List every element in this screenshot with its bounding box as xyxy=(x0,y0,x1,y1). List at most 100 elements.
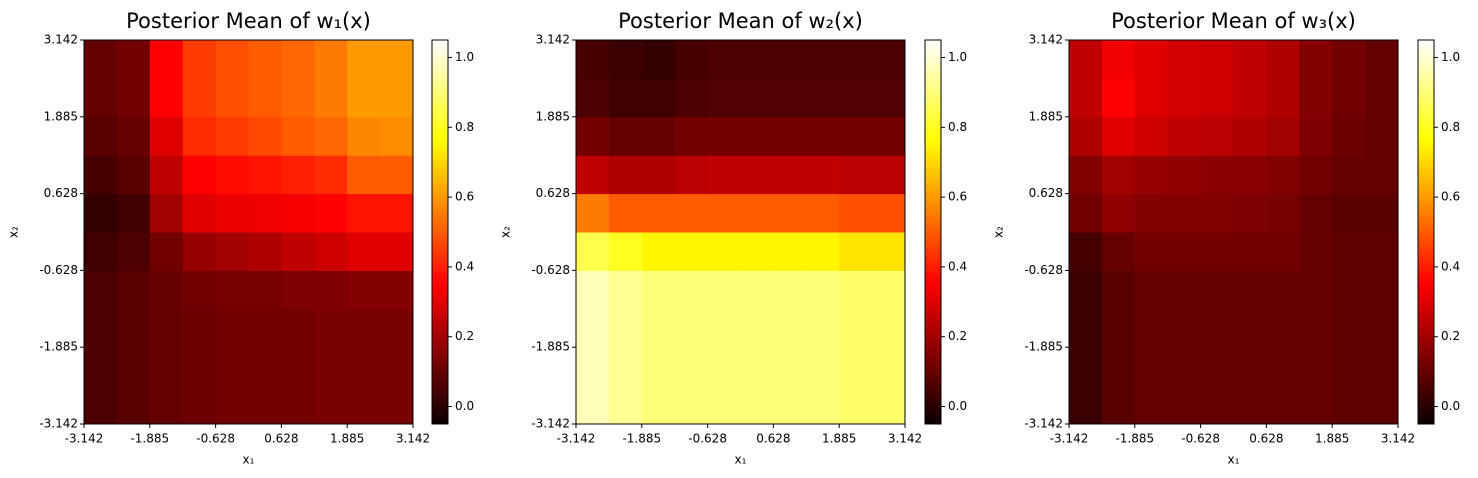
heat-cell xyxy=(116,270,151,310)
heat-cell xyxy=(773,40,807,79)
heat-cell xyxy=(773,232,807,271)
x-tick-label: 3.142 xyxy=(396,432,430,446)
y-tick-label: 0.628 xyxy=(1029,186,1063,200)
heat-cell xyxy=(347,347,381,387)
heat-cell xyxy=(872,155,906,195)
heat-cell xyxy=(839,155,873,195)
heat-cell xyxy=(1299,155,1333,195)
heat-cell xyxy=(1332,308,1366,348)
heat-cell xyxy=(116,40,151,79)
x-tick-label: 3.142 xyxy=(1381,432,1415,446)
heat-cell xyxy=(248,308,282,348)
heat-cell xyxy=(1266,193,1300,233)
heat-cell xyxy=(707,78,741,118)
heat-cell xyxy=(380,116,414,156)
heat-cell xyxy=(380,385,414,425)
heat-cell xyxy=(215,347,249,387)
heat-cell xyxy=(215,270,249,310)
heat-cell xyxy=(215,232,249,271)
heat-cell xyxy=(773,78,807,118)
heat-cell xyxy=(1069,308,1103,348)
heat-cell xyxy=(281,193,315,233)
heat-cell xyxy=(773,270,807,310)
heat-cell xyxy=(740,78,774,118)
heat-cell xyxy=(1069,40,1103,79)
heat-cell xyxy=(116,193,151,233)
heat-cell xyxy=(347,232,381,271)
y-tick-label: -1.885 xyxy=(1024,340,1063,354)
colorbar xyxy=(431,39,449,425)
heat-cell xyxy=(314,232,348,271)
heat-cell xyxy=(1266,78,1300,118)
heat-cell xyxy=(872,78,906,118)
heat-cell xyxy=(1365,78,1399,118)
heat-cell xyxy=(84,193,118,233)
colorbar-tick-label: 0.6 xyxy=(1441,190,1460,204)
heat-cell xyxy=(182,78,217,118)
heat-cell xyxy=(839,40,873,79)
heat-cell xyxy=(182,385,217,425)
heat-cell xyxy=(1200,385,1234,425)
colorbar-tick-label: 0.0 xyxy=(1441,399,1460,413)
heat-cell xyxy=(1200,155,1234,195)
heat-cell xyxy=(1266,385,1300,425)
heat-cell xyxy=(1200,116,1234,156)
heat-cell xyxy=(1200,40,1234,79)
heat-cell xyxy=(380,308,414,348)
heat-cell xyxy=(347,385,381,425)
heat-cell xyxy=(116,155,151,195)
heat-cell xyxy=(1332,347,1366,387)
heat-cell xyxy=(84,385,118,425)
y-axis-label: x₂ xyxy=(7,226,21,238)
heat-cell xyxy=(872,116,906,156)
heat-cell xyxy=(806,193,840,233)
heat-cell xyxy=(1134,347,1169,387)
x-tick-label: -0.628 xyxy=(196,432,235,446)
y-tick-label: -3.142 xyxy=(531,417,570,431)
heat-cell xyxy=(1069,78,1103,118)
heat-cell xyxy=(707,232,741,271)
heat-cell xyxy=(773,385,807,425)
x-tick-label: 0.628 xyxy=(264,432,298,446)
heat-cell xyxy=(380,270,414,310)
heat-cell xyxy=(1365,270,1399,310)
heat-cell xyxy=(641,385,676,425)
heat-cell xyxy=(1167,193,1202,233)
heat-cell xyxy=(1101,116,1136,156)
heat-cell xyxy=(576,232,610,271)
heat-cell xyxy=(608,232,643,271)
heat-cell xyxy=(149,155,184,195)
heat-cell xyxy=(773,347,807,387)
heat-cell xyxy=(576,347,610,387)
x-tick-label: 0.628 xyxy=(1249,432,1283,446)
heat-cell xyxy=(806,270,840,310)
plot-frame xyxy=(83,39,414,425)
heat-cell xyxy=(380,347,414,387)
heat-cell xyxy=(215,193,249,233)
colorbar-tick-label: 0.0 xyxy=(948,399,967,413)
heat-cell xyxy=(1200,270,1234,310)
heat-cell xyxy=(1365,308,1399,348)
x-axis-label: x₁ xyxy=(243,453,255,467)
x-tick-label: -1.885 xyxy=(130,432,169,446)
heat-cell xyxy=(84,347,118,387)
heat-cell xyxy=(182,347,217,387)
y-tick-label: 1.885 xyxy=(1029,109,1063,123)
heat-cell xyxy=(248,78,282,118)
heat-cell xyxy=(116,308,151,348)
y-tick-label: 1.885 xyxy=(44,109,78,123)
x-tick-label: 1.885 xyxy=(330,432,364,446)
heat-cell xyxy=(1167,308,1202,348)
heat-cell xyxy=(1299,116,1333,156)
heat-cell xyxy=(1332,232,1366,271)
heat-cell xyxy=(314,40,348,79)
heat-cell xyxy=(84,116,118,156)
colorbar-tick-label: 0.8 xyxy=(948,120,967,134)
heat-cell xyxy=(281,155,315,195)
heat-cell xyxy=(1233,155,1267,195)
heat-cell xyxy=(281,116,315,156)
heat-cell xyxy=(215,155,249,195)
heat-cell xyxy=(1365,40,1399,79)
colorbar-tick-label: 0.4 xyxy=(948,259,967,273)
heat-cell xyxy=(1069,116,1103,156)
